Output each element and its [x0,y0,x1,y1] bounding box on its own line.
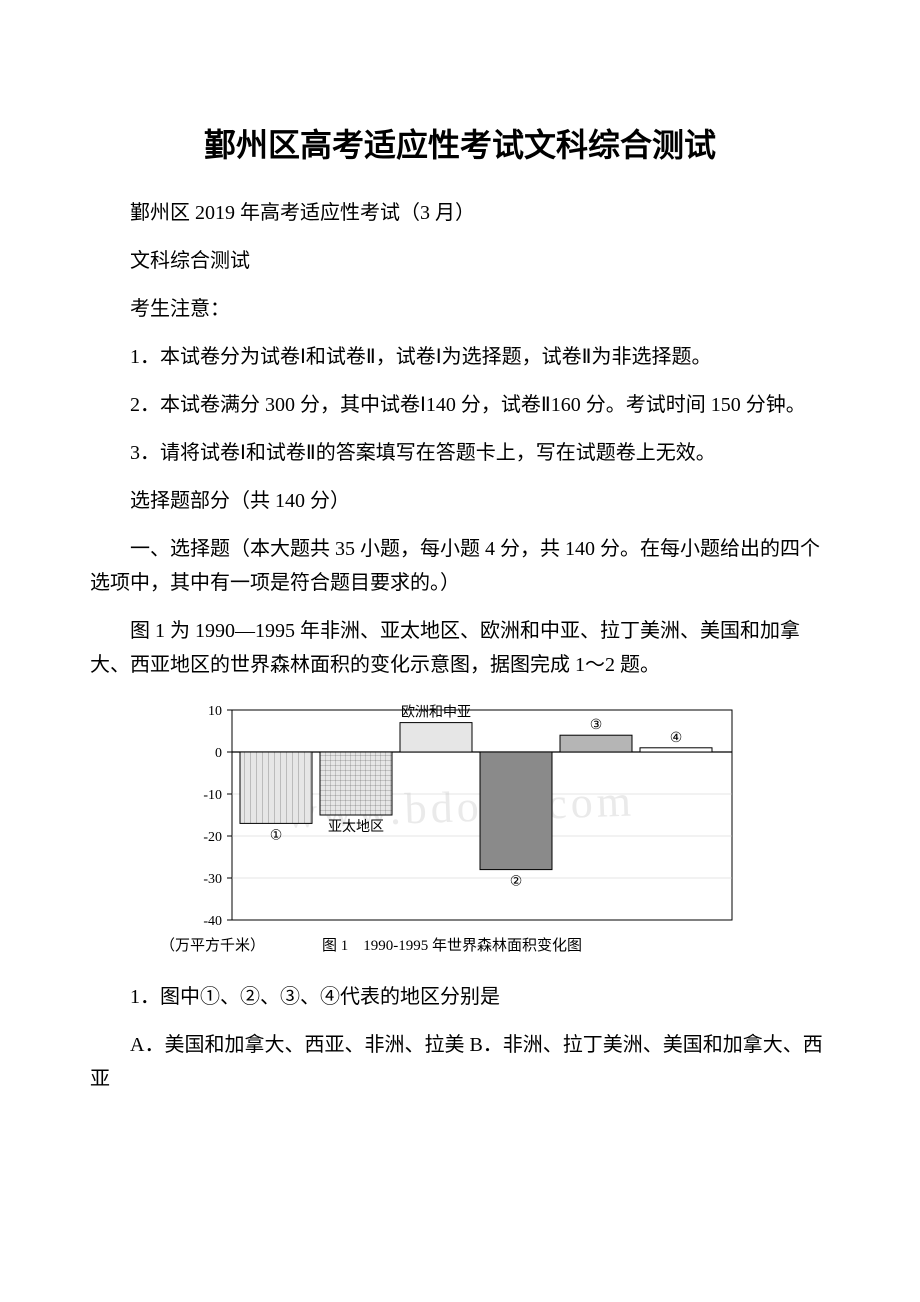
svg-text:（万平方千米）: （万平方千米） [160,937,265,954]
bar-chart-svg: -40 -30 -20 -10 0 10 ① 亚太地区 欧洲和中亚 ② ③ ④ （万平方千米） 图 1 1… [160,700,760,962]
svg-text:-10: -10 [203,788,222,803]
exam-meta-line2: 文科综合测试 [90,244,830,278]
figure-intro: 图 1 为 1990—1995 年非洲、亚太地区、欧洲和中亚、拉丁美洲、美国和加… [90,614,830,682]
notice-heading: 考生注意： [90,292,830,326]
question-1: 1．图中①、②、③、④代表的地区分别是 [90,980,830,1014]
notice-item-1: 1．本试卷分为试卷Ⅰ和试卷Ⅱ，试卷Ⅰ为选择题，试卷Ⅱ为非选择题。 [90,340,830,374]
svg-text:0: 0 [215,746,222,761]
svg-text:-20: -20 [203,830,222,845]
page-title: 鄞州区高考适应性考试文科综合测试 [90,120,830,166]
section-mc-heading: 选择题部分（共 140 分） [90,484,830,518]
svg-text:-40: -40 [203,914,222,929]
svg-text:①: ① [270,828,283,843]
svg-text:②: ② [510,875,523,890]
notice-item-2: 2．本试卷满分 300 分，其中试卷Ⅰ140 分，试卷Ⅱ160 分。考试时间 1… [90,388,830,422]
exam-meta-line1: 鄞州区 2019 年高考适应性考试（3 月） [90,196,830,230]
notice-item-3: 3．请将试卷Ⅰ和试卷Ⅱ的答案填写在答题卡上，写在试题卷上无效。 [90,436,830,470]
svg-text:④: ④ [670,731,683,746]
svg-text:欧洲和中亚: 欧洲和中亚 [401,705,471,721]
section-mc-instructions: 一、选择题（本大题共 35 小题，每小题 4 分，共 140 分。在每小题给出的… [90,532,830,600]
svg-text:③: ③ [590,718,603,733]
svg-text:图 1 1990-1995 年世界森林面积变化图: 图 1 1990-1995 年世界森林面积变化图 [322,937,582,954]
forest-area-chart: -40 -30 -20 -10 0 10 ① 亚太地区 欧洲和中亚 ② ③ ④ （万平方千米） 图 1 1… [160,700,830,962]
svg-text:-30: -30 [203,872,222,887]
svg-text:10: 10 [208,704,222,719]
question-1-options-ab: A．美国和加拿大、西亚、非洲、拉美 B．非洲、拉丁美洲、美国和加拿大、西亚 [90,1028,830,1096]
svg-text:亚太地区: 亚太地区 [328,819,384,835]
